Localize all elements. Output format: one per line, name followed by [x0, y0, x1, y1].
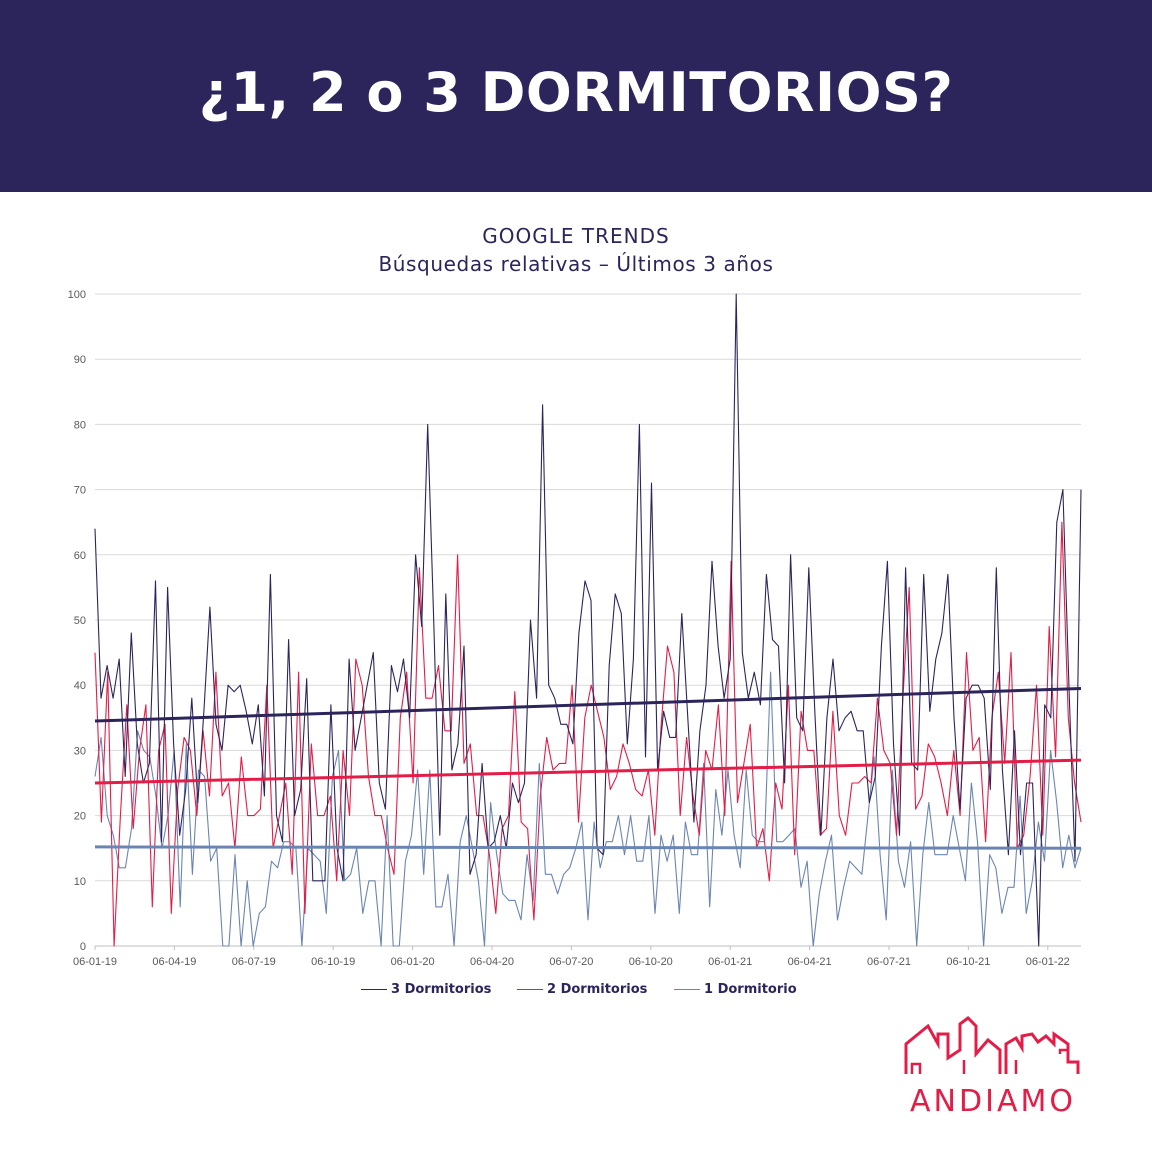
y-tick-label: 0 — [80, 941, 86, 953]
x-tick-label: 06-01-19 — [73, 956, 117, 968]
y-tick-label: 10 — [74, 876, 86, 888]
page-title: ¿1, 2 o 3 DORMITORIOS? — [198, 60, 954, 124]
y-tick-label: 30 — [74, 745, 86, 757]
legend-swatch-2-dormitorios — [517, 989, 543, 990]
y-tick-label: 60 — [74, 550, 86, 562]
y-tick-label: 50 — [74, 615, 86, 627]
x-tick-label: 06-10-21 — [946, 956, 990, 968]
x-tick-label: 06-07-20 — [549, 956, 593, 968]
andiamo-logo: ANDIAMO — [898, 1014, 1088, 1124]
y-tick-label: 90 — [74, 354, 86, 366]
x-tick-label: 06-04-21 — [788, 956, 832, 968]
y-tick-label: 100 — [68, 289, 86, 301]
legend-label-1-dormitorio: 1 Dormitorio — [704, 982, 797, 997]
x-tick-label: 06-04-19 — [152, 956, 196, 968]
y-tick-label: 70 — [74, 485, 86, 497]
y-tick-label: 80 — [74, 419, 86, 431]
series-line-2-dormitorios — [94, 521, 1082, 947]
legend-swatch-1-dormitorio — [674, 989, 700, 990]
chart-legend: 3 Dormitorios 2 Dormitorios 1 Dormitorio — [0, 982, 1152, 1002]
legend-swatch-3-dormitorios — [361, 989, 387, 990]
x-tick-label: 06-01-21 — [708, 956, 752, 968]
trendline-1-dormitorio — [94, 845, 1082, 850]
series-line-3-dormitorios — [94, 293, 1082, 947]
x-tick-label: 06-01-20 — [391, 956, 435, 968]
header-banner: ¿1, 2 o 3 DORMITORIOS? — [0, 0, 1152, 192]
legend-label-3-dormitorios: 3 Dormitorios — [391, 982, 492, 997]
y-tick-label: 20 — [74, 811, 86, 823]
legend-item-1-dormitorio: 1 Dormitorio — [674, 982, 797, 997]
x-tick-label: 06-01-22 — [1026, 956, 1070, 968]
y-tick-label: 40 — [74, 680, 86, 692]
x-tick-label: 06-04-20 — [470, 956, 514, 968]
x-tick-label: 06-07-19 — [232, 956, 276, 968]
x-tick-label: 06-10-19 — [311, 956, 355, 968]
legend-item-3-dormitorios: 3 Dormitorios — [361, 982, 491, 997]
trendline-2-dormitorios — [94, 758, 1082, 785]
legend-item-2-dormitorios: 2 Dormitorios — [517, 982, 647, 997]
chart-subtitle: Búsquedas relativas – Últimos 3 años — [378, 252, 774, 276]
brand-name: ANDIAMO — [910, 1084, 1076, 1119]
buildings-outline-icon — [904, 1016, 1080, 1074]
series-line-1-dormitorio — [94, 671, 1082, 947]
chart-title: GOOGLE TRENDS — [482, 224, 670, 248]
x-tick-label: 06-10-20 — [629, 956, 673, 968]
legend-label-2-dormitorios: 2 Dormitorios — [547, 982, 648, 997]
x-tick-label: 06-07-21 — [867, 956, 911, 968]
trendline-3-dormitorios — [94, 686, 1082, 723]
